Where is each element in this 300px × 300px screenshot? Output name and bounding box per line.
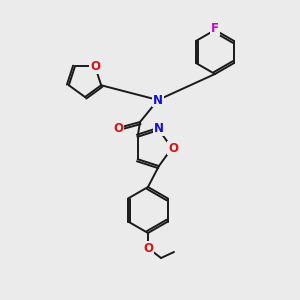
Text: O: O [113, 122, 123, 134]
Text: N: N [153, 94, 163, 106]
Text: O: O [168, 142, 178, 154]
Text: N: N [154, 122, 164, 135]
Text: F: F [211, 22, 219, 35]
Text: O: O [90, 60, 100, 73]
Text: O: O [143, 242, 153, 254]
